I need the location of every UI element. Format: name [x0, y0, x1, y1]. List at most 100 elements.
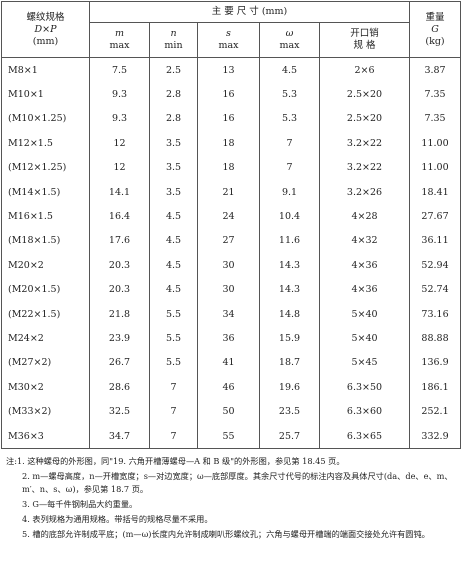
header-text: (mm)	[32, 35, 59, 47]
value-cell: 5.5	[149, 350, 198, 376]
value-cell: 13	[197, 57, 260, 83]
value-cell: 12	[89, 131, 150, 156]
spec-cell: M20×2	[1, 253, 90, 278]
value-cell: 16	[197, 106, 260, 132]
value-cell: 25.7	[259, 423, 320, 450]
value-cell: 18.7	[259, 350, 320, 376]
value-cell: 27	[197, 228, 260, 254]
table-row: M30×2 28.6 7 46 19.6 6.3×50 186.1	[1, 375, 461, 400]
table-row: (M22×1.5) 21.8 5.5 34 14.8 5×40 73.16	[1, 301, 461, 327]
column-header: ω max	[259, 22, 320, 58]
spec-cell: M16×1.5	[1, 204, 90, 229]
value-cell: 4.5	[149, 253, 198, 278]
table-row: (M20×1.5) 20.3 4.5 30 14.3 4×36 52.74	[1, 277, 461, 302]
value-cell: 34.7	[89, 423, 150, 450]
value-cell: 7.35	[409, 106, 461, 132]
value-cell: 9.3	[89, 106, 150, 132]
spec-table: 螺纹规格 D×P (mm) 主 要 尺 寸 (mm) 重量 G (kg) m max n mi…	[1, 1, 461, 450]
header-text: 螺纹规格	[26, 11, 65, 23]
value-cell: 15.9	[259, 326, 320, 351]
header-text: ω	[285, 28, 294, 39]
value-cell: 19.6	[259, 375, 320, 400]
value-cell: 23.9	[89, 326, 150, 351]
table-row: (M12×1.25) 12 3.5 18 7 3.2×22 11.00	[1, 155, 461, 180]
header-text: max	[109, 40, 130, 51]
value-cell: 11.6	[259, 228, 320, 254]
spec-cell: (M33×2)	[1, 399, 90, 424]
weight-header: 重量 G (kg)	[409, 1, 461, 58]
table-row: (M14×1.5) 14.1 3.5 21 9.1 3.2×26 18.41	[1, 179, 461, 205]
value-cell: 20.3	[89, 253, 150, 278]
value-cell: 3.5	[149, 155, 198, 180]
value-cell: 7	[259, 155, 320, 180]
table-row: (M33×2) 32.5 7 50 23.5 6.3×60 252.1	[1, 399, 461, 424]
value-cell: 2×6	[318, 57, 411, 83]
column-header: n min	[149, 22, 198, 58]
header-text: min	[164, 40, 183, 51]
header-text: max	[279, 40, 300, 51]
spec-cell: M12×1.5	[1, 131, 90, 156]
value-cell: 3.87	[409, 57, 461, 83]
table-row: (M27×2) 26.7 5.5 41 18.7 5×45 136.9	[1, 350, 461, 376]
value-cell: 7	[149, 423, 198, 450]
value-cell: 18	[197, 131, 260, 156]
table-row: M36×3 34.7 7 55 25.7 6.3×65 332.9	[1, 423, 461, 450]
value-cell: 24	[197, 204, 260, 229]
header-text: m	[114, 28, 124, 39]
spec-cell: (M12×1.25)	[1, 155, 90, 180]
value-cell: 14.8	[259, 301, 320, 327]
value-cell: 7.35	[409, 82, 461, 107]
value-cell: 17.6	[89, 228, 150, 254]
value-cell: 136.9	[409, 350, 461, 376]
value-cell: 186.1	[409, 375, 461, 400]
table-row: M20×2 20.3 4.5 30 14.3 4×36 52.94	[1, 253, 461, 278]
header-text: 规 格	[353, 40, 376, 51]
value-cell: 3.2×26	[318, 179, 411, 205]
value-cell: 14.1	[89, 179, 150, 205]
value-cell: 36	[197, 326, 260, 351]
header-text: G	[431, 23, 439, 35]
value-cell: 18.41	[409, 179, 461, 205]
spec-cell: (M20×1.5)	[1, 277, 90, 302]
value-cell: 4×28	[318, 204, 411, 229]
table-row: M8×1 7.5 2.5 13 4.5 2×6 3.87	[1, 57, 461, 83]
value-cell: 3.5	[149, 131, 198, 156]
value-cell: 3.5	[149, 179, 198, 205]
note: 4. 表列规格为通用规格。带括号的规格尽量不采用。	[22, 514, 213, 525]
spec-cell: M24×2	[1, 326, 90, 351]
value-cell: 50	[197, 399, 260, 424]
value-cell: 4.5	[149, 204, 198, 229]
spec-cell: (M14×1.5)	[1, 179, 90, 205]
value-cell: 4.5	[149, 277, 198, 302]
value-cell: 4×36	[318, 253, 411, 278]
value-cell: 12	[89, 155, 150, 180]
header-text: n	[170, 28, 177, 39]
value-cell: 88.88	[409, 326, 461, 351]
value-cell: 5×40	[318, 326, 411, 351]
spec-cell: M8×1	[1, 57, 90, 83]
column-header: 开口销规 格	[318, 22, 411, 58]
value-cell: 21.8	[89, 301, 150, 327]
value-cell: 52.74	[409, 277, 461, 302]
column-header: s max	[197, 22, 260, 58]
header-text: 开口销	[350, 28, 379, 39]
column-header: m max	[89, 22, 150, 58]
value-cell: 11.00	[409, 131, 461, 156]
spec-cell: (M10×1.25)	[1, 106, 90, 132]
value-cell: 28.6	[89, 375, 150, 400]
value-cell: 73.16	[409, 301, 461, 327]
note: 3. G—每千件钢制品大约重量。	[22, 499, 138, 510]
value-cell: 7	[149, 399, 198, 424]
value-cell: 5×40	[318, 301, 411, 327]
value-cell: 3.2×22	[318, 131, 411, 156]
spec-header: 螺纹规格 D×P (mm)	[1, 1, 90, 58]
value-cell: 5.5	[149, 301, 198, 327]
notes: 注:1. 这种螺母的外形图，同"19. 六角开槽薄螺母—A 和 B 级"的外形图…	[6, 455, 457, 541]
value-cell: 26.7	[89, 350, 150, 376]
value-cell: 36.11	[409, 228, 461, 254]
header-text: max	[218, 40, 239, 51]
value-cell: 4.5	[259, 57, 320, 83]
value-cell: 5×45	[318, 350, 411, 376]
value-cell: 6.3×50	[318, 375, 411, 400]
